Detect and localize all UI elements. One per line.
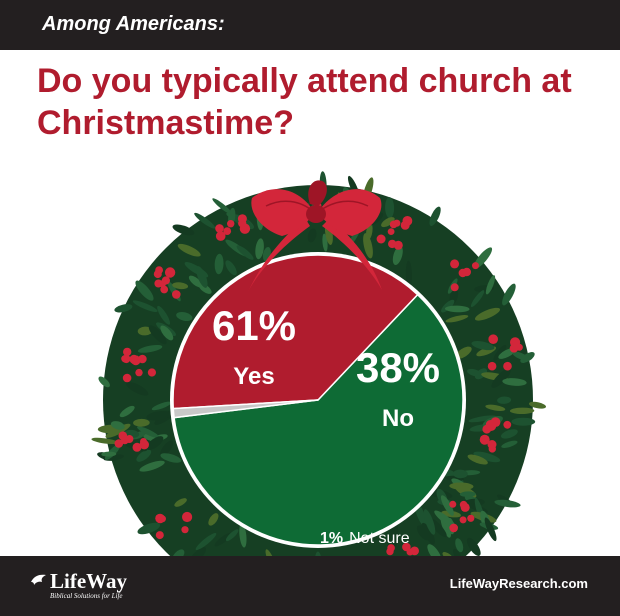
headline: Do you typically attend church at Christ… <box>37 62 572 142</box>
lifeway-logo: LifeWay Biblical Solutions for Life <box>30 568 150 604</box>
logo-text: LifeWay <box>50 569 127 593</box>
banner-subtitle: Among Americans: <box>42 13 225 35</box>
value-label-yes: 61% <box>212 302 296 349</box>
bottom-banner: LifeWay Biblical Solutions for Life Life… <box>0 556 620 616</box>
top-banner: Among Americans: <box>0 0 620 50</box>
pie-slices <box>170 252 466 548</box>
pie-labels: 61% Yes 38% No 1% Not sure <box>212 302 440 547</box>
pie-slice-yes <box>173 293 464 546</box>
pie-slice-not-sure <box>172 399 319 419</box>
category-label-no: No <box>382 405 414 432</box>
dove-icon <box>31 574 46 585</box>
logo-tagline: Biblical Solutions for Life <box>50 592 123 600</box>
pie-slice-no <box>172 254 419 410</box>
value-label-no: 38% <box>356 344 440 391</box>
website-link[interactable]: LifeWayResearch.com <box>449 576 588 591</box>
category-label-yes: Yes <box>233 363 274 390</box>
value-label-not-sure: 1% Not sure <box>320 530 410 547</box>
ribbon-bow-icon <box>248 180 382 292</box>
